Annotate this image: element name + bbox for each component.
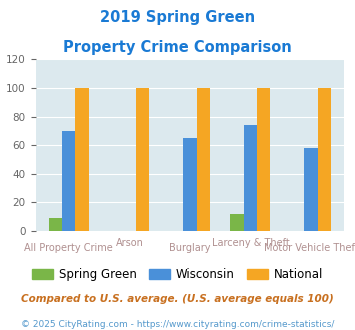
Text: 2019 Spring Green: 2019 Spring Green: [100, 10, 255, 25]
Bar: [304, 148, 318, 231]
Bar: [62, 131, 76, 231]
Bar: [49, 218, 62, 231]
Bar: [230, 214, 244, 231]
Bar: [244, 125, 257, 231]
Text: Property Crime Comparison: Property Crime Comparison: [63, 40, 292, 54]
Bar: [197, 88, 210, 231]
Text: Compared to U.S. average. (U.S. average equals 100): Compared to U.S. average. (U.S. average …: [21, 294, 334, 304]
Bar: [76, 88, 89, 231]
Text: All Property Crime: All Property Crime: [24, 243, 113, 253]
Bar: [136, 88, 149, 231]
Text: Arson: Arson: [115, 238, 143, 248]
Bar: [183, 138, 197, 231]
Text: Motor Vehicle Theft: Motor Vehicle Theft: [264, 243, 355, 253]
Text: Burglary: Burglary: [169, 243, 211, 253]
Text: © 2025 CityRating.com - https://www.cityrating.com/crime-statistics/: © 2025 CityRating.com - https://www.city…: [21, 320, 334, 329]
Legend: Spring Green, Wisconsin, National: Spring Green, Wisconsin, National: [27, 263, 328, 286]
Bar: [318, 88, 331, 231]
Bar: [257, 88, 271, 231]
Text: Larceny & Theft: Larceny & Theft: [212, 238, 289, 248]
